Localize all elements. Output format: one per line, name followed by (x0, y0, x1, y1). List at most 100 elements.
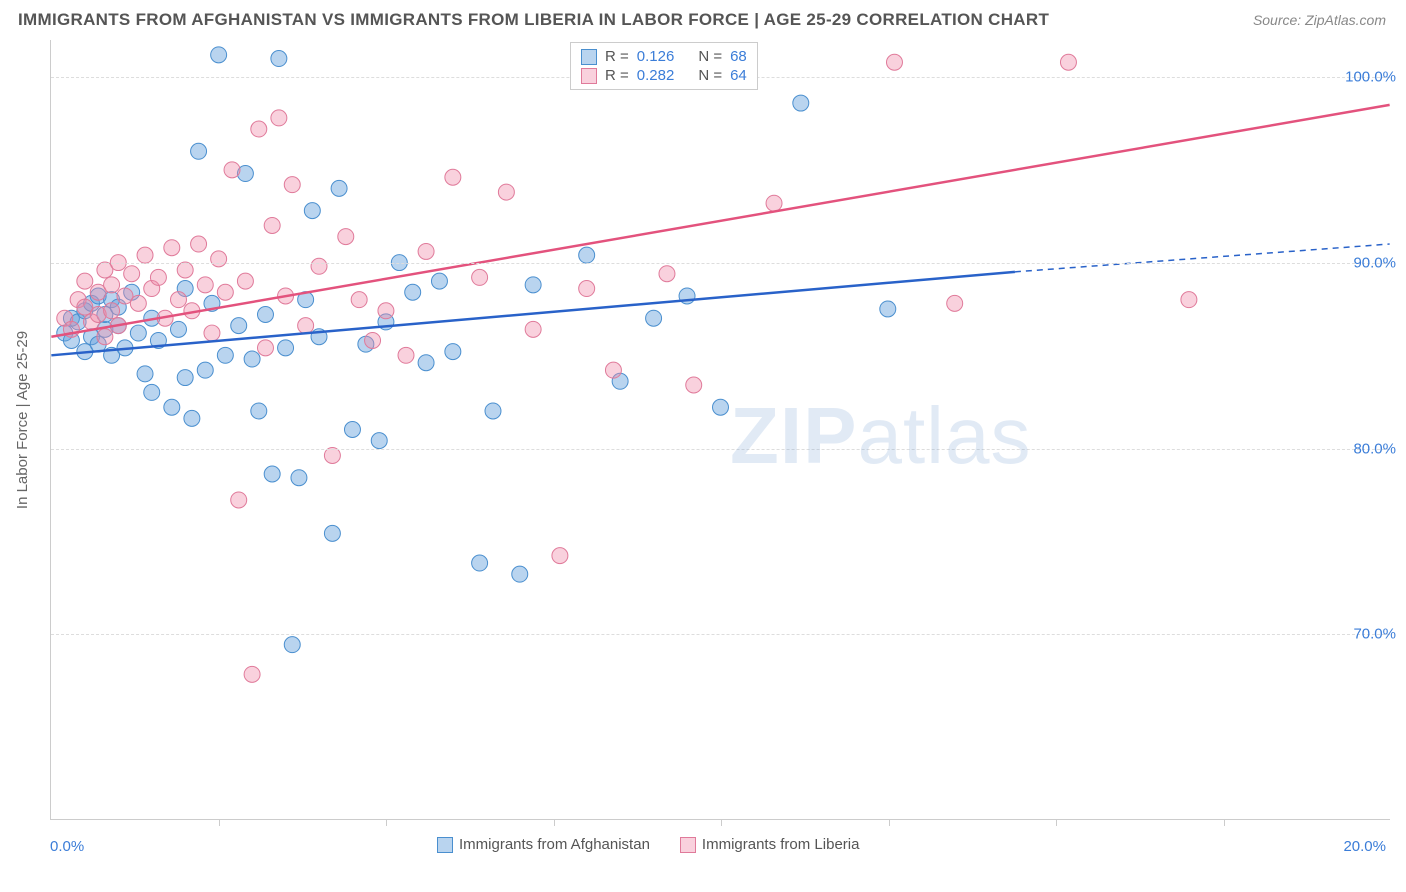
scatter-point (766, 195, 782, 211)
scatter-point (445, 344, 461, 360)
scatter-point (130, 295, 146, 311)
scatter-point (110, 318, 126, 334)
scatter-point (793, 95, 809, 111)
x-axis-max-label: 20.0% (1343, 838, 1386, 855)
scatter-point (331, 180, 347, 196)
scatter-point (63, 310, 79, 326)
scatter-point (271, 110, 287, 126)
scatter-point (679, 288, 695, 304)
scatter-point (311, 329, 327, 345)
scatter-point (431, 273, 447, 289)
scatter-point (713, 399, 729, 415)
scatter-point (130, 325, 146, 341)
scatter-point (150, 269, 166, 285)
scatter-point (144, 310, 160, 326)
scatter-point (90, 307, 106, 323)
scatter-point (231, 318, 247, 334)
scatter-point (278, 340, 294, 356)
scatter-point (157, 310, 173, 326)
scatter-point (605, 362, 621, 378)
legend-label: Immigrants from Liberia (702, 836, 860, 853)
chart-container: IMMIGRANTS FROM AFGHANISTAN VS IMMIGRANT… (0, 0, 1406, 892)
scatter-point (498, 184, 514, 200)
scatter-point (110, 318, 126, 334)
stats-row: R =0.282N =64 (581, 66, 747, 85)
scatter-point (512, 566, 528, 582)
scatter-point (291, 470, 307, 486)
scatter-point (552, 548, 568, 564)
scatter-point (686, 377, 702, 393)
scatter-point (304, 203, 320, 219)
scatter-point (237, 273, 253, 289)
scatter-point (204, 295, 220, 311)
scatter-point (177, 281, 193, 297)
stats-swatch (581, 49, 597, 65)
scatter-point (84, 329, 100, 345)
stats-swatch (581, 68, 597, 84)
scatter-point (171, 321, 187, 337)
scatter-point (184, 410, 200, 426)
scatter-point (117, 288, 133, 304)
x-tick (554, 819, 555, 826)
scatter-point (405, 284, 421, 300)
scatter-point (418, 355, 434, 371)
y-tick-label: 100.0% (1345, 69, 1396, 86)
plot-area (50, 40, 1390, 820)
scatter-point (579, 281, 595, 297)
scatter-point (278, 288, 294, 304)
scatter-point (880, 301, 896, 317)
legend-bottom: Immigrants from AfghanistanImmigrants fr… (437, 836, 859, 853)
y-tick-label: 80.0% (1353, 440, 1396, 457)
scatter-point (251, 121, 267, 137)
scatter-point (191, 143, 207, 159)
x-tick (889, 819, 890, 826)
trend-line (51, 105, 1389, 337)
scatter-point (104, 347, 120, 363)
scatter-point (251, 403, 267, 419)
scatter-point (144, 281, 160, 297)
scatter-point (104, 303, 120, 319)
scatter-point (90, 288, 106, 304)
scatter-point (257, 340, 273, 356)
scatter-point (485, 403, 501, 419)
scatter-point (90, 336, 106, 352)
scatter-point (57, 325, 73, 341)
scatter-point (137, 247, 153, 263)
scatter-point (77, 303, 93, 319)
trend-line-extrapolated (1015, 244, 1390, 272)
scatter-point (110, 299, 126, 315)
scatter-point (171, 292, 187, 308)
scatter-point (371, 433, 387, 449)
legend-swatch (680, 837, 696, 853)
chart-title: IMMIGRANTS FROM AFGHANISTAN VS IMMIGRANT… (18, 10, 1049, 30)
stats-row: R =0.126N =68 (581, 47, 747, 66)
y-tick-label: 70.0% (1353, 626, 1396, 643)
scatter-point (472, 269, 488, 285)
scatter-point (612, 373, 628, 389)
scatter-point (351, 292, 367, 308)
scatter-point (659, 266, 675, 282)
scatter-point (324, 525, 340, 541)
stats-n-value: 64 (730, 67, 747, 84)
scatter-point (244, 666, 260, 682)
scatter-point (164, 399, 180, 415)
scatter-point (150, 332, 166, 348)
scatter-point (57, 310, 73, 326)
scatter-point (365, 332, 381, 348)
scatter-point (257, 307, 273, 323)
stats-n-label: N = (698, 67, 722, 84)
stats-r-label: R = (605, 48, 629, 65)
scatter-point (104, 292, 120, 308)
scatter-point (97, 329, 113, 345)
trend-line (51, 272, 1015, 355)
scatter-svg (51, 40, 1390, 819)
scatter-point (311, 258, 327, 274)
y-axis-title: In Labor Force | Age 25-29 (14, 331, 31, 509)
scatter-point (237, 166, 253, 182)
scatter-point (70, 292, 86, 308)
x-tick (1056, 819, 1057, 826)
scatter-point (197, 277, 213, 293)
scatter-point (191, 236, 207, 252)
scatter-point (77, 273, 93, 289)
scatter-point (97, 262, 113, 278)
